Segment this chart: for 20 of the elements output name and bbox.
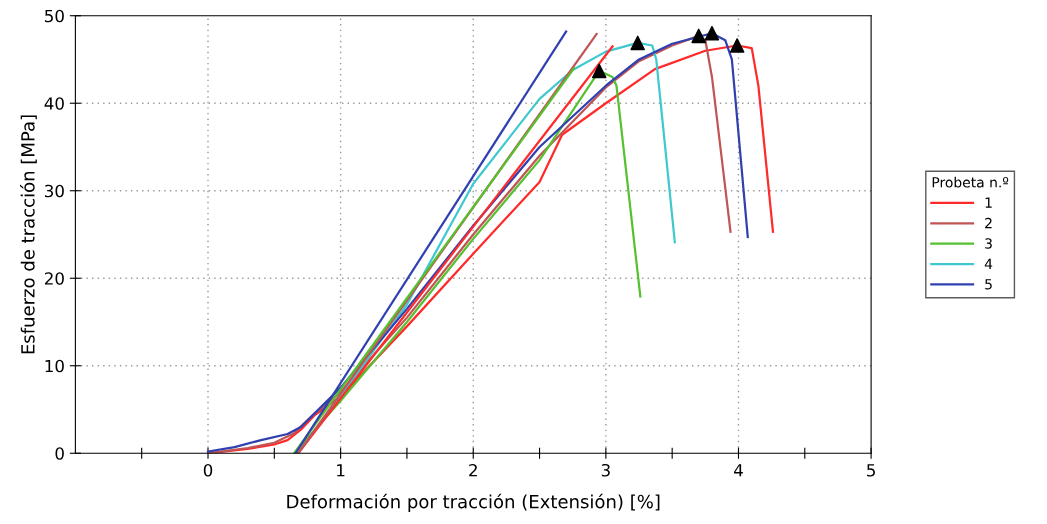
legend-label: 4 <box>984 258 993 269</box>
x-tick-label: 2 <box>469 463 477 477</box>
x-tick-label: 1 <box>337 464 345 477</box>
legend-label: 1 <box>985 197 992 208</box>
x-tick-label: 5 <box>867 464 875 477</box>
y-tick-label: 20 <box>44 272 64 285</box>
x-tick-label: 4 <box>734 464 743 477</box>
legend-label: 5 <box>985 279 992 290</box>
y-axis-title: Esfuerzo de tracción [MPa] <box>20 115 37 354</box>
x-tick-label: 0 <box>203 463 213 477</box>
y-tick-label: 0 <box>55 447 64 460</box>
y-tick-label: 50 <box>45 9 64 23</box>
y-tick-label: 30 <box>45 184 64 198</box>
legend-label: 2 <box>985 217 992 229</box>
legend-label: 3 <box>985 238 992 249</box>
x-tick-label: 3 <box>601 463 610 477</box>
y-tick-label: 40 <box>44 97 64 110</box>
y-tick-label: 10 <box>45 359 64 373</box>
x-axis-title: Deformación por tracción (Extensión) [%] <box>287 493 660 512</box>
legend-title: Probeta n.º <box>932 176 1009 188</box>
